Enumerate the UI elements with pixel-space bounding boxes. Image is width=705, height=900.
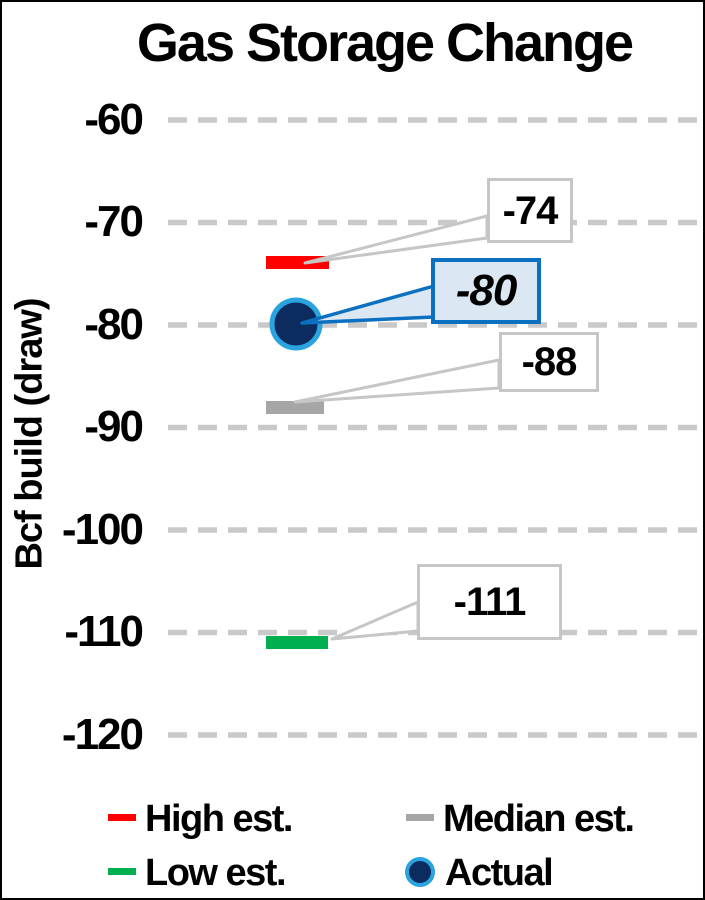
actual-marker bbox=[269, 297, 323, 351]
low-est-legend-dash-icon bbox=[108, 868, 136, 875]
median-est-legend-dash-icon bbox=[406, 814, 434, 821]
low-est-callout: -111 bbox=[417, 564, 562, 640]
y-tick--110: -110 bbox=[64, 607, 144, 656]
high-est-value: -74 bbox=[502, 188, 559, 233]
low-est-value: -111 bbox=[453, 580, 527, 624]
high-est-marker bbox=[266, 256, 329, 269]
chart-title: Gas Storage Change bbox=[136, 13, 634, 73]
actual-callout-leader bbox=[300, 284, 436, 325]
y-tick--70: -70 bbox=[84, 197, 144, 246]
low-callout-leader bbox=[330, 600, 420, 641]
low-est-legend-label: Low est. bbox=[145, 852, 287, 894]
y-tick--120: -120 bbox=[61, 710, 144, 759]
actual-legend-label: Actual bbox=[445, 852, 554, 894]
y-tick--80: -80 bbox=[84, 300, 144, 349]
high-est-legend-dash-icon bbox=[108, 814, 136, 821]
high-est-callout: -74 bbox=[487, 178, 573, 243]
median-est-callout: -88 bbox=[499, 332, 599, 392]
actual-value: -80 bbox=[455, 266, 518, 315]
median-est-value: -88 bbox=[521, 340, 578, 384]
gridlines bbox=[168, 117, 703, 738]
median-callout-leader bbox=[293, 358, 501, 404]
y-tick--60: -60 bbox=[84, 95, 144, 144]
y-tick--90: -90 bbox=[84, 402, 144, 451]
actual-legend-circle-icon bbox=[405, 857, 435, 887]
median-est-marker bbox=[266, 401, 324, 414]
actual-callout: -80 bbox=[431, 258, 541, 324]
median-est-legend-label: Median est. bbox=[443, 798, 635, 840]
high-est-legend-label: High est. bbox=[145, 798, 293, 840]
y-tick--100: -100 bbox=[61, 505, 144, 554]
low-est-marker bbox=[266, 636, 328, 649]
